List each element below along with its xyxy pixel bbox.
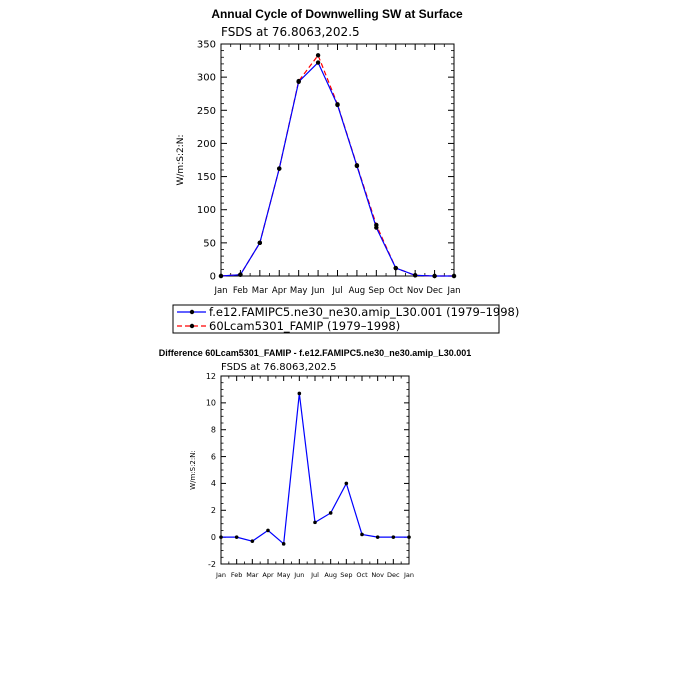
chart2-xtick-label: Jan xyxy=(403,571,414,579)
chart2-ytick-label: 2 xyxy=(211,506,216,515)
legend-label-model2: 60Lcam5301_FAMIP (1979–1998) xyxy=(209,319,400,333)
chart2-series-0-point xyxy=(328,511,333,515)
chart1-series-0-point xyxy=(238,272,243,277)
legend-marker-model2 xyxy=(189,323,195,329)
chart2-xtick-label: Jul xyxy=(310,571,319,579)
chart2-ytick-label: 10 xyxy=(206,399,216,408)
chart2-series-0-point xyxy=(250,539,255,543)
chart2-ylabel: W/m:S:2:N: xyxy=(189,450,197,490)
chart2-xtick-label: Feb xyxy=(231,571,243,579)
chart2-xtick-label: Apr xyxy=(262,571,274,579)
chart-annual-cycle: Annual Cycle of Downwelling SW at Surfac… xyxy=(172,7,519,334)
chart1-ytick-label: 100 xyxy=(197,205,216,216)
chart1-xtick-label: Jul xyxy=(331,286,342,296)
chart1-title: Annual Cycle of Downwelling SW at Surfac… xyxy=(211,7,463,21)
chart1-xtick-label: Mar xyxy=(252,286,269,296)
chart1-xtick-label: Jun xyxy=(310,286,324,296)
chart1-series-0-point xyxy=(218,273,224,279)
chart1-series-0-point xyxy=(277,166,282,171)
chart1-ytick-label: 0 xyxy=(210,272,216,283)
chart2-xtick-label: May xyxy=(277,571,291,579)
chart1-xtick-label: Aug xyxy=(349,286,366,296)
chart1-xtick-label: Oct xyxy=(388,286,403,296)
chart2-series-0-point xyxy=(391,535,396,539)
chart2-series-0-point xyxy=(313,520,317,525)
chart2-xtick-label: Nov xyxy=(371,571,384,579)
chart1-series-line-1 xyxy=(220,54,454,277)
chart1-series-0-point xyxy=(374,225,379,230)
chart2-series-0-point xyxy=(375,535,380,539)
chart1-series-1-point xyxy=(315,53,321,58)
chart2-plot-frame xyxy=(220,375,410,565)
chart1-series-0-point xyxy=(257,240,263,246)
chart2-series-0-point xyxy=(266,528,270,533)
chart1-xtick-label: Sep xyxy=(368,286,384,296)
chart-difference: Difference 60Lcam5301_FAMIP - f.e12.FAMI… xyxy=(159,348,472,579)
chart2-xtick-label: Jun xyxy=(293,571,304,579)
chart1-ytick-label: 350 xyxy=(197,40,216,51)
chart2-series-0-point xyxy=(407,535,411,539)
chart2-series-0-point xyxy=(281,542,286,546)
chart1-ytick-label: 250 xyxy=(197,106,216,117)
chart1-legend: f.e12.FAMIPC5.ne30_ne30.amip_L30.001 (19… xyxy=(172,304,519,334)
chart1-ytick-label: 150 xyxy=(197,172,216,183)
chart1-ytick-label: 50 xyxy=(203,238,216,249)
chart1-xtick-label: Jan xyxy=(213,286,227,296)
chart1-xtick-label: Apr xyxy=(272,286,287,296)
chart2-ytick-label: 4 xyxy=(211,479,216,488)
chart1-plot-frame xyxy=(220,43,455,277)
chart1-xtick-label: Feb xyxy=(233,286,248,296)
chart1-series-0-point xyxy=(451,273,457,279)
chart2-xtick-label: Oct xyxy=(356,571,368,579)
chart1-ytick-label: 300 xyxy=(197,73,216,84)
chart2-series-0-point xyxy=(234,535,239,539)
chart2-ytick-label: 8 xyxy=(211,426,216,435)
chart1-xtick-label: Nov xyxy=(407,286,424,296)
chart1-series-0-point xyxy=(393,265,398,271)
chart2-ytick-label: 6 xyxy=(211,452,216,461)
chart2-title: Difference 60Lcam5301_FAMIP - f.e12.FAMI… xyxy=(159,348,472,358)
chart1-xtick-label: Jan xyxy=(446,286,460,296)
chart2-xtick-label: Mar xyxy=(246,571,259,579)
chart1-series-0-point xyxy=(432,273,437,279)
chart2-xtick-label: Dec xyxy=(387,571,400,579)
chart2-series-0-point xyxy=(219,535,223,539)
chart1-xtick-label: Dec xyxy=(426,286,443,296)
chart2-xtick-label: Sep xyxy=(340,571,352,579)
chart2-series-0-point xyxy=(360,532,364,537)
legend-frame xyxy=(172,304,500,334)
chart1-series-0-point xyxy=(335,102,340,108)
chart2-xtick-label: Aug xyxy=(324,571,337,579)
chart1-ytick-label: 200 xyxy=(197,139,216,150)
chart2-xtick-label: Jan xyxy=(215,571,226,579)
legend-label-model1: f.e12.FAMIPC5.ne30_ne30.amip_L30.001 (19… xyxy=(209,305,519,319)
chart1-series-0-point xyxy=(296,79,301,84)
chart2-ytick-label: -2 xyxy=(208,560,216,569)
chart1-series-0-point xyxy=(315,60,321,65)
chart2-ytick-label: 12 xyxy=(206,372,216,381)
chart1-series-line-0 xyxy=(220,61,454,277)
chart2-ytick-label: 0 xyxy=(211,533,216,542)
chart1-xtick-label: May xyxy=(290,286,308,296)
chart1-series-0-point xyxy=(412,273,418,278)
chart2-subtitle: FSDS at 76.8063,202.5 xyxy=(221,362,337,373)
chart2-series-0-point xyxy=(297,391,302,396)
chart1-series-0-point xyxy=(354,163,360,169)
chart1-subtitle: FSDS at 76.8063,202.5 xyxy=(221,25,360,39)
legend-marker-model1 xyxy=(189,309,195,315)
chart2-series-0-point xyxy=(344,481,349,486)
chart1-ylabel: W/m:S:2:N: xyxy=(176,135,186,186)
